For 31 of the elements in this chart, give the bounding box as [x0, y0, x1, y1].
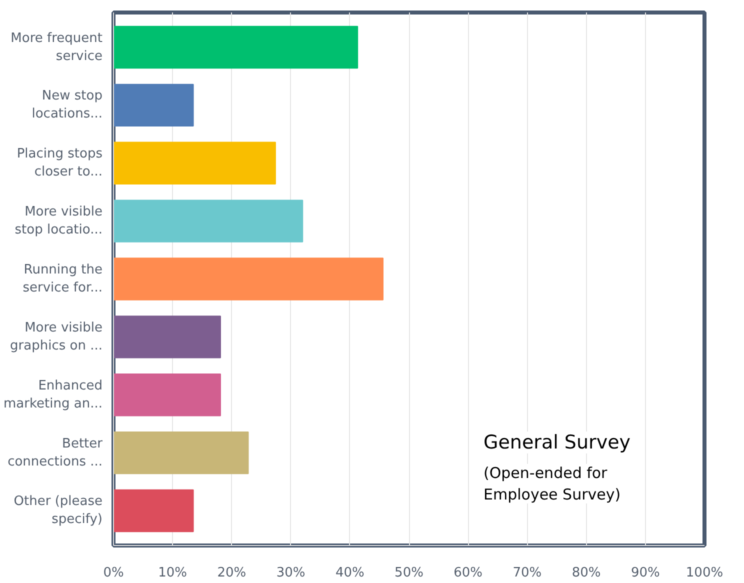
y-tick-label: Running the service for...: [22, 262, 103, 296]
x-tick-label: 100%: [686, 566, 724, 580]
annotation: (Open-ended for Employee Survey): [484, 464, 621, 504]
x-tick-label: 50%: [394, 566, 424, 580]
bar: [114, 489, 194, 532]
bar: [114, 316, 221, 358]
annotation: General Survey: [484, 432, 631, 454]
bar: [114, 26, 358, 69]
x-tick-label: 20%: [217, 566, 246, 580]
bar: [114, 142, 276, 184]
y-tick-label: Better connections ...: [8, 436, 104, 470]
y-tick-label: New stop locations...: [32, 88, 103, 122]
bar: [114, 431, 249, 474]
y-tick-label: More visible stop locatio...: [14, 204, 103, 238]
x-tick-label: 80%: [572, 566, 601, 580]
x-tick-label: 0%: [103, 566, 124, 580]
y-tick-label: Other (please specify): [14, 494, 103, 528]
y-tick-label: Enhanced marketing an...: [4, 378, 103, 412]
y-tick-label: More visible graphics on ...: [10, 320, 103, 354]
x-tick-label: 60%: [454, 566, 483, 580]
bar: [114, 84, 194, 127]
y-tick-label: Placing stops closer to...: [16, 146, 103, 180]
x-tick-label: 70%: [512, 566, 542, 580]
bar: [114, 200, 304, 242]
bar: [114, 374, 221, 416]
y-tick-label: More frequent service: [10, 30, 103, 64]
x-tick-label: 90%: [630, 566, 660, 580]
bar: [114, 258, 384, 300]
x-tick-label: 30%: [276, 566, 306, 580]
x-tick-label: 40%: [335, 566, 364, 580]
x-tick-label: 10%: [158, 566, 188, 580]
